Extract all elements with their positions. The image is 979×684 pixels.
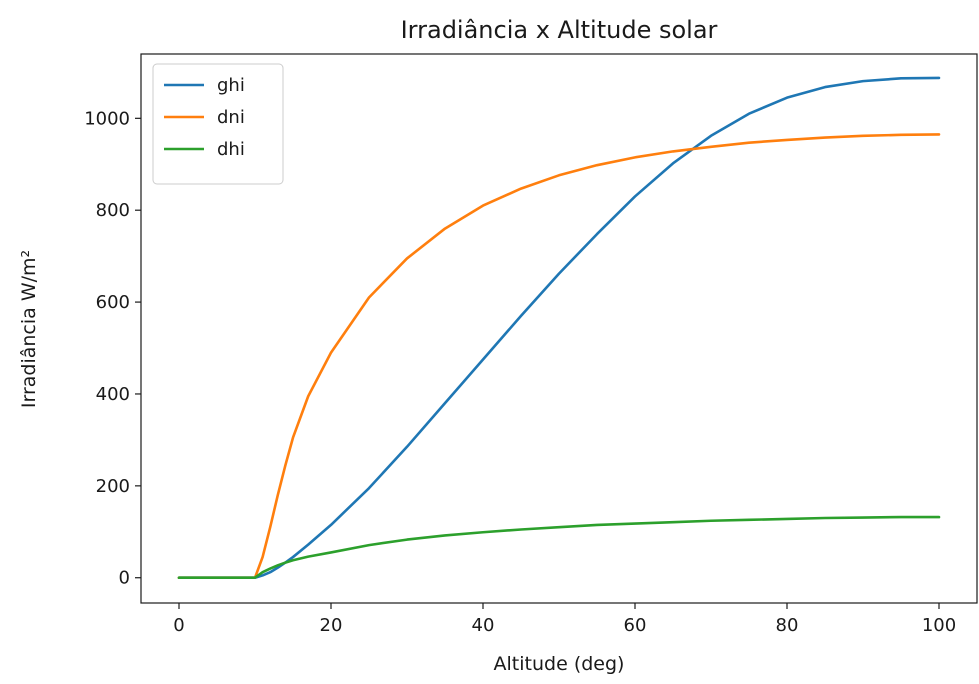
y-tick-label: 400 [96,384,130,405]
legend-items: ghi dni dhi [164,75,245,160]
x-axis-label: Altitude (deg) [494,653,625,675]
x-tick-label: 40 [472,615,495,636]
y-tick-label: 0 [119,568,130,589]
x-tick-label: 60 [624,615,647,636]
y-axis-label: Irradiância W/m² [18,250,40,408]
y-tick-label: 1000 [84,108,130,129]
series-line-dhi [177,515,941,580]
legend-label-dhi: dhi [217,139,245,160]
x-tick-label: 80 [776,615,799,636]
y-tick-label: 800 [96,200,130,221]
x-axis-ticks: 0 20 40 60 80 100 [173,603,956,636]
y-tick-label: 600 [96,292,130,313]
x-tick-label: 0 [173,615,184,636]
series-line-ghi [177,76,941,580]
chart-title: Irradiância x Altitude solar [401,16,718,44]
legend-label-ghi: ghi [217,75,245,96]
series-line-dni [177,133,941,580]
legend-label-dni: dni [217,107,245,128]
y-tick-label: 200 [96,476,130,497]
x-tick-label: 100 [922,615,956,636]
series-lines [177,76,941,580]
legend-box [152,63,284,185]
x-tick-label: 20 [320,615,343,636]
y-axis-ticks: 0 200 400 600 800 1000 [84,108,141,589]
legend: ghi dni dhi [152,63,284,185]
